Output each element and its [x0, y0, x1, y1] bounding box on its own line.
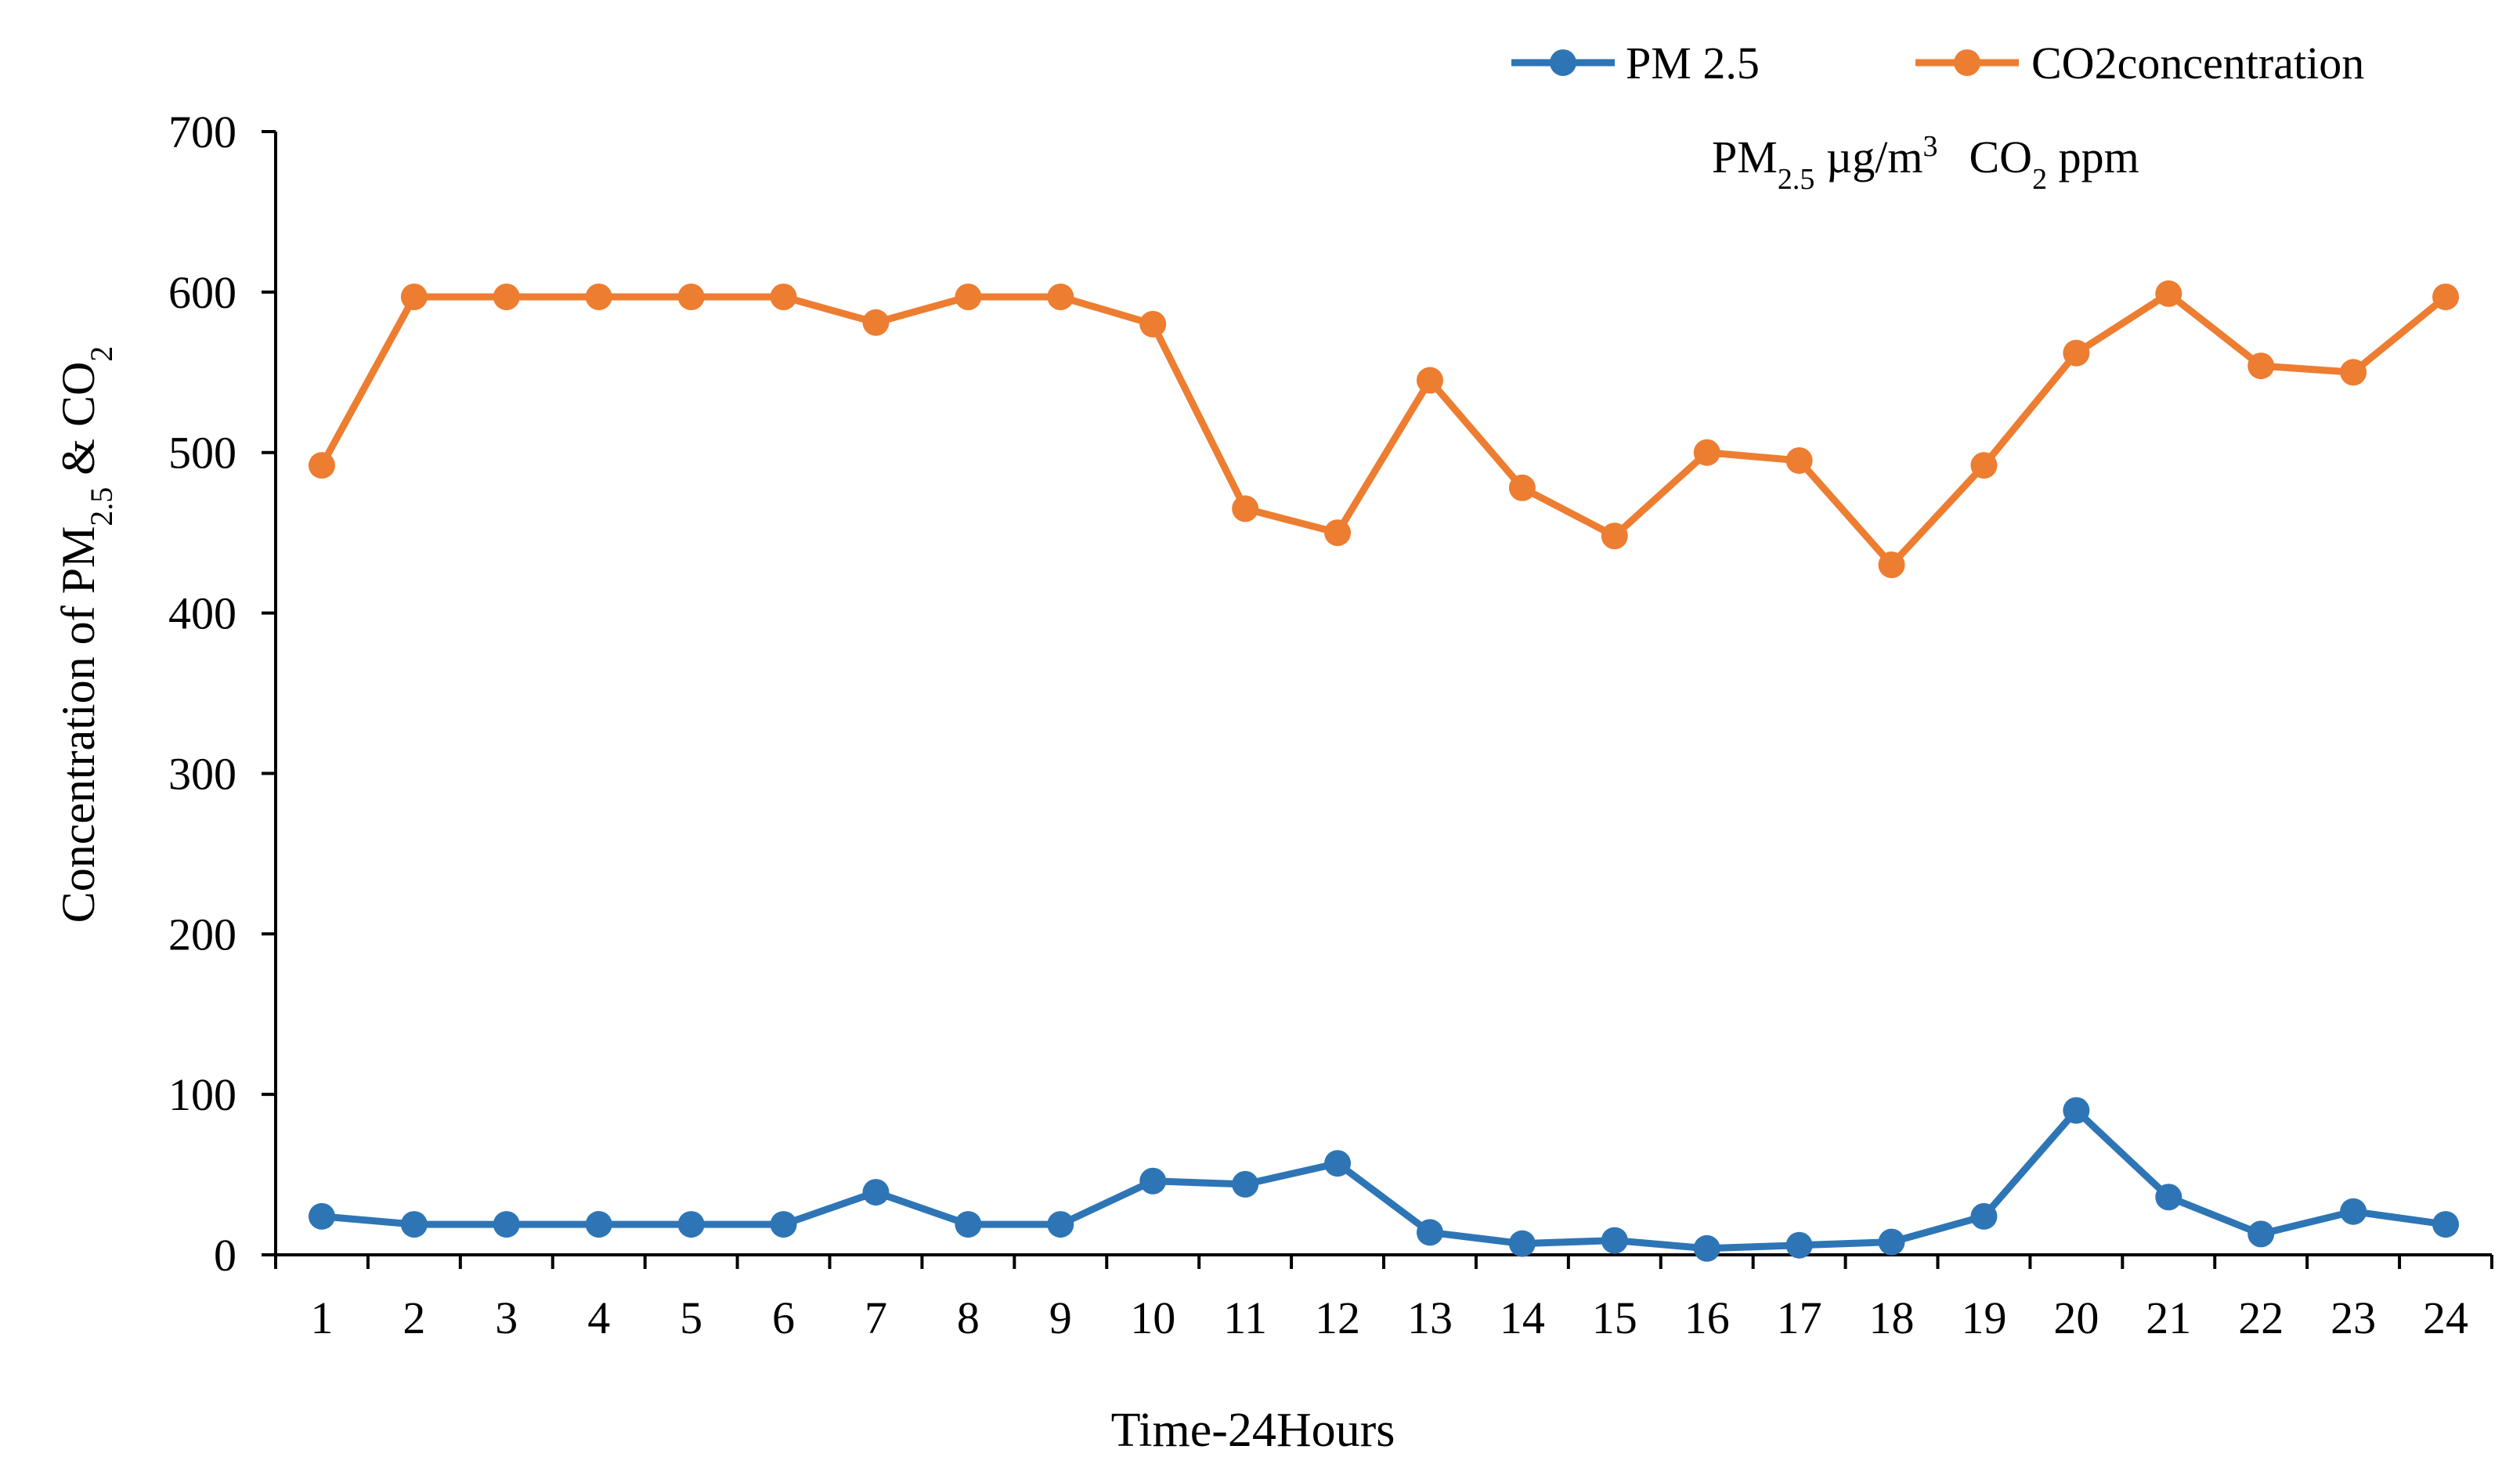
legend-pm25-marker [1550, 49, 1576, 76]
data-point [400, 1211, 428, 1238]
y-tick-label: 500 [168, 428, 236, 479]
data-point [2247, 1220, 2275, 1248]
x-tick-label: 11 [1223, 1292, 1267, 1343]
x-tick-label: 9 [1049, 1292, 1072, 1343]
data-point [308, 452, 335, 479]
data-point [2155, 280, 2182, 307]
y-axis-label: Concentration of PM2.5 & CO2 [52, 346, 119, 924]
x-tick-label: 12 [1315, 1292, 1360, 1343]
data-point [955, 1211, 982, 1238]
x-tick-label: 1 [310, 1292, 333, 1343]
x-tick-label: 15 [1592, 1292, 1637, 1343]
data-point [1047, 284, 1074, 311]
data-point [2155, 1184, 2182, 1211]
data-point [2340, 359, 2367, 386]
data-point [677, 284, 705, 311]
x-tick-label: 19 [1961, 1292, 2006, 1343]
data-point [1139, 310, 1167, 338]
data-point [1878, 1228, 1905, 1256]
x-tick-label: 6 [772, 1292, 795, 1343]
data-point [1416, 1219, 1443, 1246]
x-tick-label: 4 [587, 1292, 610, 1343]
data-point [585, 284, 612, 311]
x-tick-label: 18 [1869, 1292, 1915, 1343]
data-point [770, 1211, 797, 1238]
data-point [308, 1202, 335, 1230]
series-line [321, 1107, 2446, 1252]
x-tick-label: 5 [680, 1292, 702, 1343]
data-point [770, 284, 797, 311]
data-point [1878, 551, 1905, 579]
data-point [1785, 446, 1813, 474]
series-co2 [308, 280, 2460, 579]
y-tick-label: 300 [168, 748, 236, 799]
data-point [493, 284, 520, 311]
y-tick-label: 400 [168, 588, 236, 639]
x-axis-ticks: 1 2 3 4 5 6 7 8 9 10 11 12 13 14 15 16 17 18 19 20 21 22 23 24 [274, 1255, 2493, 1343]
x-tick-label: 2 [403, 1292, 425, 1343]
y-axis-ticks: 0 100 200 300 400 500 600 700 [168, 107, 276, 1281]
data-point [2063, 1097, 2090, 1124]
legend: PM 2.5 CO2concentration [1511, 38, 2364, 89]
data-point [2432, 1211, 2460, 1238]
data-point [1970, 1202, 1998, 1230]
legend-co2-label: CO2concentration [2031, 38, 2364, 89]
x-tick-label: 3 [495, 1292, 518, 1343]
x-tick-label: 8 [957, 1292, 980, 1343]
data-point [862, 1179, 890, 1206]
data-point [2432, 284, 2460, 311]
series-layer [308, 280, 2460, 1262]
data-point [1508, 474, 1536, 501]
data-point [1139, 1167, 1167, 1195]
data-point [2063, 339, 2090, 367]
data-point [1693, 1234, 1720, 1262]
series-pm25 [308, 1097, 2460, 1262]
data-point [2340, 1198, 2367, 1225]
data-point [1970, 452, 1998, 479]
x-tick-label: 20 [2053, 1292, 2099, 1343]
data-point [585, 1211, 612, 1238]
legend-pm25-label: PM 2.5 [1626, 38, 1760, 89]
series-line [319, 290, 2448, 569]
data-point [955, 284, 982, 311]
units-annotation: PM2.5 µg/m3 CO2 ppm [1712, 130, 2139, 196]
x-tick-label: 7 [865, 1292, 887, 1343]
y-tick-label: 100 [168, 1069, 236, 1120]
x-tick-label: 21 [2146, 1292, 2191, 1343]
data-point [677, 1211, 705, 1238]
data-point [1232, 1170, 1259, 1198]
x-tick-label: 22 [2238, 1292, 2284, 1343]
data-point [400, 284, 428, 311]
data-point [1785, 1231, 1813, 1259]
data-point [1601, 522, 1628, 550]
data-point [862, 309, 890, 336]
data-point [1324, 1150, 1352, 1177]
data-point [1232, 495, 1259, 522]
x-tick-label: 13 [1407, 1292, 1453, 1343]
data-point [1047, 1211, 1074, 1238]
data-point [1324, 519, 1352, 547]
x-tick-label: 14 [1500, 1292, 1545, 1343]
x-tick-label: 17 [1777, 1292, 1822, 1343]
data-point [1601, 1227, 1628, 1254]
y-tick-label: 200 [168, 909, 236, 960]
data-point [1416, 367, 1443, 394]
x-axis-label: Time-24Hours [1111, 1404, 1395, 1457]
y-tick-label: 600 [168, 267, 236, 318]
data-point [1508, 1230, 1536, 1257]
data-point [1693, 439, 1720, 466]
x-tick-label: 10 [1130, 1292, 1175, 1343]
x-tick-label: 23 [2330, 1292, 2376, 1343]
data-point [2247, 352, 2275, 380]
x-tick-label: 16 [1684, 1292, 1730, 1343]
legend-co2-marker [1954, 49, 1980, 76]
y-tick-label: 700 [168, 107, 236, 157]
data-point [493, 1211, 520, 1238]
x-tick-label: 24 [2423, 1292, 2468, 1343]
y-tick-label: 0 [214, 1230, 236, 1281]
